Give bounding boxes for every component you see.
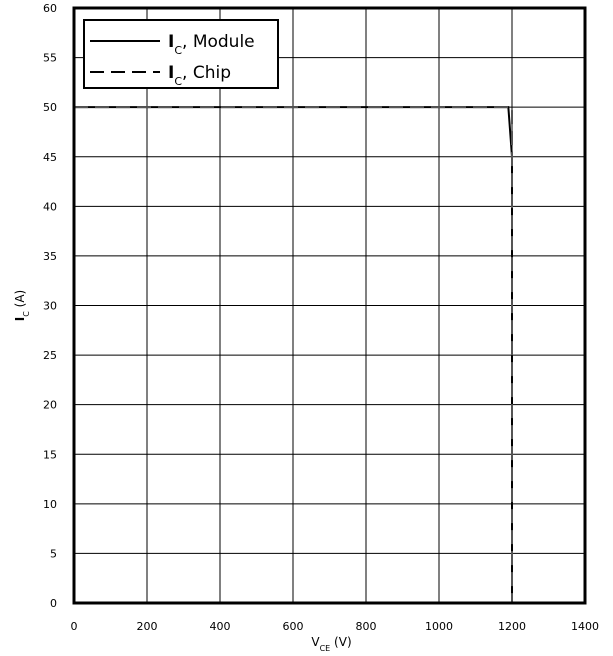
y-tick-label: 25 (43, 349, 57, 362)
y-tick-label: 35 (43, 250, 57, 263)
x-tick-label: 400 (210, 620, 231, 633)
y-tick-label: 50 (43, 101, 57, 114)
y-tick-label: 60 (43, 2, 57, 15)
x-tick-label: 1200 (498, 620, 526, 633)
y-tick-label: 20 (43, 399, 57, 412)
y-tick-label: 10 (43, 498, 57, 511)
y-tick-label: 0 (50, 597, 57, 610)
x-tick-label: 200 (137, 620, 158, 633)
y-tick-label: 45 (43, 151, 57, 164)
x-tick-label: 800 (356, 620, 377, 633)
legend: IC, Module IC, Chip (84, 20, 278, 88)
x-tick-label: 1000 (425, 620, 453, 633)
y-tick-label: 30 (43, 300, 57, 313)
x-tick-label: 0 (71, 620, 78, 633)
y-tick-label: 15 (43, 448, 57, 461)
x-tick-label: 1400 (571, 620, 599, 633)
y-tick-label: 55 (43, 52, 57, 65)
x-tick-label: 600 (283, 620, 304, 633)
y-tick-label: 5 (50, 547, 57, 560)
y-tick-label: 40 (43, 200, 57, 213)
